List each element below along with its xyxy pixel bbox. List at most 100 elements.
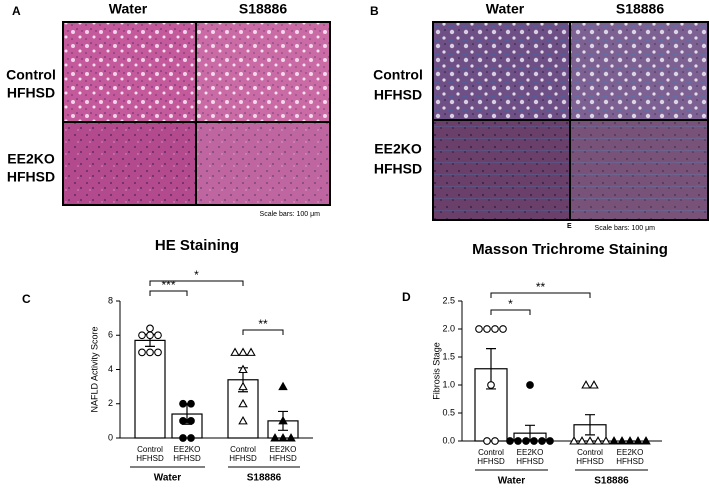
- panel-label: A: [12, 4, 21, 18]
- data-point: [138, 348, 146, 357]
- data-point: [475, 325, 483, 333]
- data-point: [286, 433, 296, 442]
- data-point: [238, 398, 248, 408]
- group-label: Water: [154, 473, 182, 484]
- significance-label: **: [536, 280, 546, 294]
- data-point: [514, 437, 522, 445]
- y-tick-label: 2.0: [442, 323, 455, 333]
- micrograph: [433, 22, 570, 120]
- row-header: HFHSD: [7, 85, 55, 101]
- data-point: [230, 347, 240, 356]
- data-point: [530, 437, 538, 445]
- significance-bracket: [490, 292, 591, 298]
- micrograph-grid: [62, 21, 331, 206]
- y-tick-label: 0.5: [442, 407, 455, 417]
- data-point: [538, 437, 546, 445]
- x-tick-label: HFHSD: [576, 457, 604, 466]
- y-tick-label: 1.5: [442, 351, 455, 361]
- panel-label: D: [402, 290, 411, 304]
- data-point: [246, 347, 256, 356]
- data-point: [146, 331, 154, 340]
- y-tick-label: 0.0: [442, 435, 455, 445]
- data-point: [138, 331, 146, 340]
- x-tick-label: HFHSD: [477, 457, 505, 466]
- x-tick-label: HFHSD: [516, 457, 544, 466]
- x-tick-label: EE2KO: [517, 448, 544, 457]
- data-point: [154, 348, 162, 357]
- data-point: [581, 380, 591, 389]
- x-tick-label: Control: [137, 445, 163, 454]
- y-tick-label: 2: [108, 398, 113, 408]
- group-label: S18886: [594, 476, 629, 487]
- group-label: S18886: [247, 473, 282, 484]
- panel-label: C: [22, 292, 31, 306]
- data-point: [641, 436, 651, 445]
- x-tick-label: Control: [230, 445, 256, 454]
- micrograph: [570, 22, 708, 120]
- data-point: [625, 436, 635, 445]
- significance-label: *: [508, 297, 513, 311]
- data-point: [179, 399, 187, 408]
- significance-bracket: [149, 280, 244, 286]
- group-label: Water: [498, 476, 526, 487]
- data-point: [238, 364, 248, 374]
- data-point: [487, 381, 495, 389]
- x-tick-label: HFHSD: [136, 454, 164, 463]
- stray-letter: E: [567, 223, 572, 230]
- data-point: [585, 436, 595, 445]
- data-point: [270, 433, 280, 442]
- x-tick-label: EE2KO: [617, 448, 644, 457]
- significance-label: ***: [161, 278, 175, 292]
- significance-bracket: [242, 329, 284, 335]
- data-point: [491, 325, 499, 333]
- panel-title: HE Staining: [155, 237, 239, 254]
- micrograph: [433, 120, 570, 220]
- x-tick-label: HFHSD: [616, 457, 644, 466]
- data-point: [633, 436, 643, 445]
- data-point: [491, 437, 499, 445]
- data-point: [278, 433, 288, 442]
- data-point: [522, 437, 530, 445]
- column-header: Water: [109, 1, 148, 17]
- x-tick-label: EE2KO: [174, 445, 201, 454]
- column-header: S18886: [239, 1, 287, 17]
- row-header: EE2KO: [7, 151, 55, 167]
- data-point: [146, 348, 154, 357]
- error-bar: [585, 414, 595, 436]
- data-point: [483, 325, 491, 333]
- data-point: [609, 436, 619, 445]
- significance-label: *: [194, 268, 199, 282]
- data-point: [187, 399, 195, 408]
- data-point: [546, 437, 554, 445]
- panel-label: B: [370, 4, 379, 18]
- column-header: Water: [486, 1, 525, 17]
- data-point: [238, 381, 248, 391]
- data-point: [499, 325, 507, 333]
- y-tick-label: 6: [108, 330, 113, 340]
- row-header: Control: [6, 67, 56, 83]
- micrograph: [63, 22, 196, 122]
- x-tick-label: HFHSD: [173, 454, 201, 463]
- micrograph: [196, 22, 330, 122]
- significance-bracket: [490, 309, 531, 315]
- x-tick-label: Control: [577, 448, 603, 457]
- column-header: S18886: [616, 1, 664, 17]
- x-tick-label: HFHSD: [269, 454, 297, 463]
- y-tick-label: 4: [108, 364, 113, 374]
- data-point: [506, 437, 514, 445]
- row-header: EE2KO: [374, 141, 422, 157]
- y-tick-label: 1.0: [442, 379, 455, 389]
- row-header: HFHSD: [7, 169, 55, 185]
- micrograph-grid: [432, 21, 709, 221]
- data-point: [483, 437, 491, 445]
- row-header: HFHSD: [374, 87, 422, 103]
- data-point: [569, 436, 579, 445]
- significance-bracket: [149, 290, 188, 296]
- data-point: [187, 417, 195, 425]
- data-point: [179, 417, 187, 425]
- data-point: [601, 436, 611, 445]
- scale-note: Scale bars: 100 μm: [595, 225, 656, 232]
- micrograph: [196, 122, 330, 205]
- y-axis-label: NAFLD Activity Score: [89, 326, 99, 412]
- x-tick-label: HFHSD: [229, 454, 257, 463]
